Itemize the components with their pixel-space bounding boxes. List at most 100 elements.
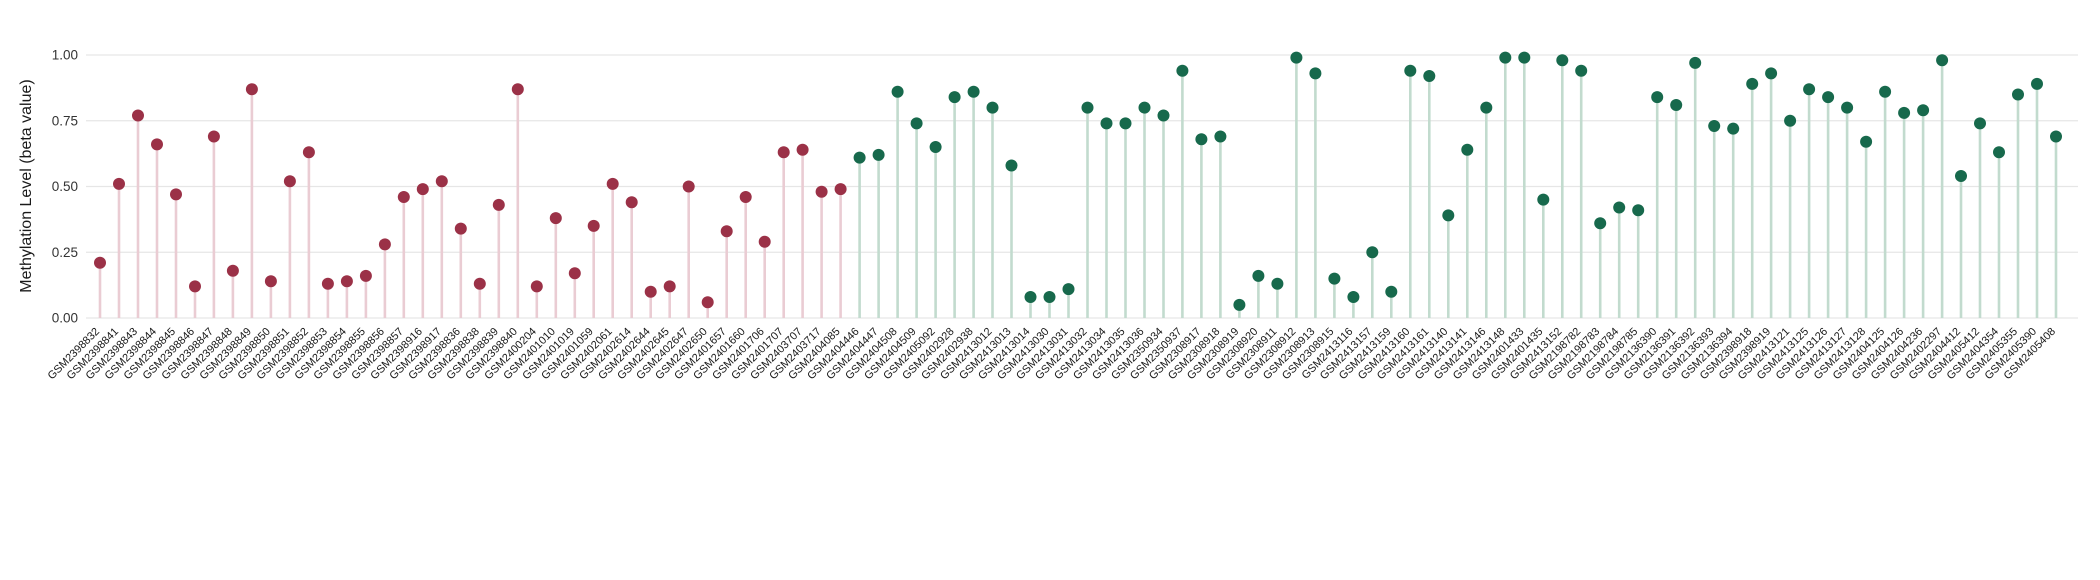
data-point [1176,64,1189,77]
data-point [1651,91,1664,104]
data-point [1936,54,1949,67]
data-point [1537,193,1550,206]
y-tick-label: 0.25 [52,245,78,260]
data-point [1974,117,1986,130]
data-point [94,256,106,269]
data-point [720,225,733,238]
y-axis-title: Methylation Level (beta value) [18,79,35,293]
data-point [568,267,581,280]
data-point [151,138,163,151]
data-point [2012,88,2024,101]
data-point [1727,122,1740,135]
data-point [910,117,923,130]
data-point [1157,109,1170,122]
data-point [834,183,847,196]
data-point [1043,291,1056,303]
data-point [606,177,619,190]
data-point [397,191,410,203]
data-point [207,130,220,143]
data-point [1138,101,1151,114]
data-point [1480,101,1493,114]
data-point [132,109,144,122]
data-point [378,238,391,251]
data-point [1442,209,1455,222]
data-point [967,85,980,98]
data-point [796,143,809,156]
data-point [1708,120,1721,132]
data-point [1461,143,1474,156]
data-point [1195,133,1208,146]
data-point [549,212,562,225]
y-tick-label: 0.75 [52,113,78,128]
data-point [1822,91,1835,104]
data-point [1347,291,1360,303]
data-point [986,101,999,114]
data-point [473,277,486,290]
data-point [1613,201,1626,214]
data-point [302,146,315,159]
data-point [189,280,201,293]
y-tick-label: 1.00 [52,48,78,63]
data-point [2031,77,2043,90]
data-point [1062,283,1075,296]
data-point [872,148,885,161]
data-point [891,85,904,98]
data-point [1955,170,1967,182]
data-point [435,175,448,188]
data-point [1499,51,1512,64]
data-point [1879,85,1892,98]
data-point [739,191,752,203]
data-point [321,277,334,290]
data-point [1556,54,1569,67]
data-point [777,146,790,159]
y-tick-label: 0.50 [52,179,78,194]
data-point [359,269,372,282]
data-point [1328,272,1341,285]
data-point [416,183,429,196]
data-point [625,196,638,209]
data-point [1575,64,1588,77]
data-point [1423,70,1436,82]
data-point [1784,114,1797,127]
data-point [1898,106,1911,119]
data-point [454,222,467,235]
data-point [1746,77,1759,90]
data-point [1404,64,1417,77]
data-point [1024,291,1037,303]
data-point [587,219,600,232]
data-point [1081,101,1094,114]
data-point [1993,146,2005,159]
data-point [701,296,714,309]
data-point [113,177,125,190]
data-point [283,175,296,188]
data-point [1385,285,1398,298]
data-point [1233,298,1246,311]
data-point [1252,269,1265,282]
data-point [340,275,353,288]
data-point [1366,246,1379,259]
data-point [245,83,258,96]
data-point [264,275,277,288]
data-point [644,285,657,298]
data-point [1841,101,1854,114]
data-point [1309,67,1322,80]
data-point [853,151,866,164]
data-point [1917,104,1930,117]
data-point [170,188,182,201]
data-point [1214,130,1227,143]
data-point [511,83,524,96]
data-point [1271,277,1284,290]
data-point [530,280,543,293]
data-point [1860,135,1873,148]
data-point [1689,56,1702,69]
data-point [758,235,771,248]
data-point [948,91,961,104]
data-point [492,198,505,211]
data-point [1100,117,1113,130]
data-point [2050,130,2062,143]
data-point [815,185,828,198]
data-point [929,141,942,153]
data-point [1290,51,1303,64]
